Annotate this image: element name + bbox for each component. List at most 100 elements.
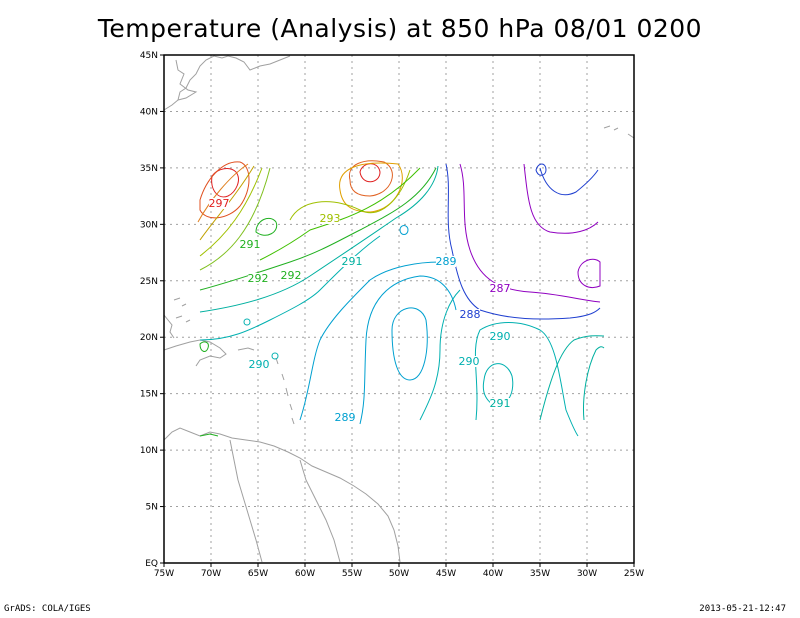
contour-label: 292 — [248, 272, 269, 285]
contour-label-background — [240, 239, 260, 250]
contour-warm-core-1 — [359, 163, 381, 183]
longitude-tick-label: 30W — [577, 569, 597, 579]
contour-288 — [445, 163, 601, 320]
coastline-bahamas — [173, 297, 191, 323]
contour-288-n — [539, 167, 599, 196]
coastline-azores — [603, 125, 619, 131]
contour-291-loop — [255, 217, 278, 236]
contour-287 — [459, 163, 601, 303]
coastline-florida — [163, 314, 175, 339]
contour-label-background — [490, 398, 510, 409]
contour-289-small — [399, 225, 409, 235]
contour-label: 293 — [320, 212, 341, 225]
coastline-iberia — [627, 133, 635, 139]
longitude-tick-label: 40W — [483, 569, 503, 579]
latitude-tick-label: 35N — [140, 164, 158, 174]
contour-label: 287 — [490, 282, 511, 295]
contour-label: 291 — [490, 397, 511, 410]
contour-293-loop — [289, 169, 411, 221]
contour-label: 290 — [249, 358, 270, 371]
coastline-northeast — [175, 59, 198, 101]
contour-296 — [199, 161, 250, 219]
contour-label-background — [490, 283, 510, 294]
contour-292-w — [199, 167, 271, 271]
contour-label-background — [335, 412, 355, 423]
footer-timestamp: 2013-05-21-12:47 — [699, 604, 786, 614]
graticule — [164, 55, 634, 563]
contour-label: 288 — [460, 308, 481, 321]
contour-288-loop — [535, 163, 547, 176]
coastline-puerto-rico — [237, 347, 255, 351]
contour-warm-core-3 — [339, 162, 403, 213]
contours — [197, 160, 605, 437]
contour-287-n — [523, 163, 599, 234]
contour-label-background — [460, 309, 480, 320]
latitude-tick-label: 5N — [146, 503, 158, 513]
coastlines — [163, 55, 635, 563]
contour-label-background — [342, 256, 362, 267]
latitude-tick-label: 15N — [140, 390, 158, 400]
coastline-inland-boundary-2 — [299, 459, 341, 563]
coastline-north-america — [163, 55, 291, 111]
contour-label-background — [248, 273, 268, 284]
contour-287-loop — [577, 258, 601, 288]
latitude-tick-label: 25N — [140, 277, 158, 287]
contour-291-loop-e — [583, 346, 605, 421]
contour-label-background — [281, 270, 301, 281]
latitude-tick-label: 10N — [140, 446, 158, 456]
contour-venezuela — [199, 433, 219, 437]
contour-290-small — [243, 318, 251, 326]
contour-label: 290 — [459, 355, 480, 368]
latitude-tick-label: 30N — [140, 220, 158, 230]
contour-label-background — [209, 198, 229, 209]
contour-label-background — [459, 356, 479, 367]
contour-label: 289 — [335, 411, 356, 424]
latitude-tick-label: EQ — [145, 559, 158, 569]
contour-290-e — [474, 322, 579, 437]
footer-credit: GrADS: COLA/IGES — [4, 604, 91, 614]
contour-293 — [199, 167, 263, 257]
coastline-greater-antilles — [163, 339, 227, 367]
contour-291-teal — [199, 165, 439, 313]
contour-289-w — [299, 261, 441, 421]
contour-label-background — [490, 331, 510, 342]
contour-290-mid — [419, 289, 461, 421]
longitude-tick-label: 50W — [389, 569, 409, 579]
contour-291-green — [199, 167, 437, 291]
coastline-south-america — [163, 427, 401, 563]
contour-hispaniola-warm — [199, 341, 209, 352]
contour-289-loop — [391, 307, 428, 381]
longitude-tick-label: 55W — [342, 569, 362, 579]
contour-290-small-2 — [271, 352, 279, 360]
contour-291-e — [539, 335, 605, 421]
latitude-tick-labels: EQ 5N 10N 15N 20N 25N 30N 35N 40N 45N — [140, 51, 164, 569]
longitude-tick-labels: 75W 70W 65W 60W 55W 50W 45W 40W 35W 30W 25W — [154, 563, 644, 579]
contour-289-e — [359, 275, 457, 425]
contour-labels: 297 293 291 292 292 291 289 287 288 290 290 290 291 2… — [209, 197, 511, 424]
map-title: Temperature (Analysis) at 850 hPa 08/01 … — [97, 14, 703, 43]
contour-label: 291 — [342, 255, 363, 268]
contour-292-mid — [259, 167, 421, 261]
contour-label: 289 — [436, 255, 457, 268]
latitude-tick-label: 40N — [140, 107, 158, 117]
contour-label: 290 — [490, 330, 511, 343]
latitude-tick-label: 45N — [140, 51, 158, 61]
contour-295 — [197, 163, 249, 223]
contour-label-background — [249, 359, 269, 370]
longitude-tick-label: 75W — [154, 569, 174, 579]
contour-label-background — [320, 213, 340, 224]
longitude-tick-label: 35W — [530, 569, 550, 579]
longitude-tick-label: 25W — [624, 569, 644, 579]
longitude-tick-label: 60W — [295, 569, 315, 579]
longitude-tick-label: 70W — [201, 569, 221, 579]
coastline-inland-boundary — [229, 439, 263, 563]
contour-warm-core-2 — [348, 160, 393, 197]
longitude-tick-label: 65W — [248, 569, 268, 579]
contour-label: 297 — [209, 197, 230, 210]
contour-label: 291 — [240, 238, 261, 251]
longitude-tick-label: 45W — [436, 569, 456, 579]
latitude-tick-label: 20N — [140, 333, 158, 343]
contour-label-background — [436, 256, 456, 267]
contour-297 — [211, 168, 239, 198]
